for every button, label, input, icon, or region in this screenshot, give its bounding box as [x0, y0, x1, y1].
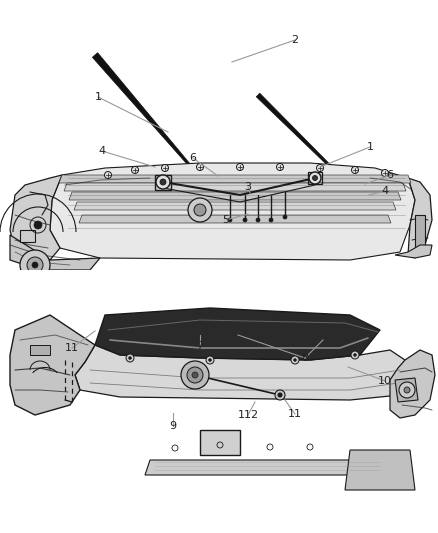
Polygon shape	[64, 183, 406, 191]
Circle shape	[128, 357, 131, 359]
Circle shape	[291, 356, 299, 364]
Circle shape	[181, 361, 209, 389]
Polygon shape	[30, 345, 50, 355]
Text: 112: 112	[237, 410, 258, 420]
Circle shape	[283, 215, 287, 219]
Circle shape	[126, 354, 134, 362]
Circle shape	[20, 250, 50, 280]
Circle shape	[317, 165, 324, 172]
Text: 10: 10	[378, 376, 392, 386]
Circle shape	[206, 356, 214, 364]
Circle shape	[208, 359, 212, 361]
Circle shape	[34, 221, 42, 229]
Circle shape	[27, 257, 43, 273]
Circle shape	[194, 204, 206, 216]
Circle shape	[381, 169, 389, 176]
Polygon shape	[10, 235, 100, 270]
Circle shape	[237, 164, 244, 171]
Circle shape	[156, 175, 170, 189]
Circle shape	[228, 218, 232, 222]
Text: 1: 1	[367, 142, 374, 152]
Polygon shape	[95, 308, 380, 360]
Text: 8: 8	[301, 353, 308, 363]
Text: 11: 11	[65, 343, 79, 353]
Polygon shape	[345, 450, 415, 490]
Text: 4: 4	[381, 186, 389, 196]
Text: 5: 5	[223, 215, 230, 225]
Bar	[0, 270, 438, 300]
Circle shape	[243, 218, 247, 222]
Polygon shape	[390, 350, 435, 418]
Polygon shape	[395, 245, 432, 258]
Circle shape	[399, 382, 415, 398]
Circle shape	[162, 165, 169, 172]
Circle shape	[404, 387, 410, 393]
Circle shape	[105, 172, 112, 179]
Polygon shape	[69, 192, 401, 200]
Text: 1: 1	[95, 92, 102, 102]
Polygon shape	[145, 460, 385, 475]
Polygon shape	[415, 215, 425, 255]
Polygon shape	[50, 163, 415, 260]
Polygon shape	[200, 430, 240, 455]
Circle shape	[269, 218, 273, 222]
Text: 6: 6	[386, 170, 393, 180]
Text: 4: 4	[99, 146, 106, 156]
Polygon shape	[408, 178, 432, 258]
Polygon shape	[59, 175, 411, 183]
Polygon shape	[20, 230, 35, 242]
Circle shape	[32, 262, 38, 268]
Circle shape	[293, 359, 297, 361]
Text: 7: 7	[196, 341, 204, 351]
Circle shape	[276, 164, 283, 171]
Circle shape	[352, 166, 358, 174]
Circle shape	[309, 172, 321, 184]
Circle shape	[188, 198, 212, 222]
Circle shape	[351, 351, 359, 359]
Polygon shape	[10, 315, 95, 415]
Circle shape	[312, 175, 318, 181]
Circle shape	[275, 390, 285, 400]
Polygon shape	[10, 175, 62, 260]
Circle shape	[278, 393, 282, 397]
Circle shape	[187, 367, 203, 383]
Polygon shape	[79, 215, 391, 223]
Text: 6: 6	[190, 153, 197, 163]
Polygon shape	[92, 53, 199, 176]
Text: 2: 2	[291, 35, 299, 45]
Polygon shape	[74, 202, 396, 210]
Polygon shape	[256, 93, 343, 179]
Circle shape	[160, 179, 166, 185]
Text: 3: 3	[244, 182, 251, 192]
Text: 9: 9	[170, 421, 177, 431]
Circle shape	[353, 353, 357, 357]
Polygon shape	[75, 345, 410, 400]
Circle shape	[256, 218, 260, 222]
Polygon shape	[395, 378, 418, 402]
Circle shape	[197, 164, 204, 171]
Circle shape	[131, 166, 138, 174]
Circle shape	[192, 372, 198, 378]
Text: 11: 11	[288, 409, 302, 419]
